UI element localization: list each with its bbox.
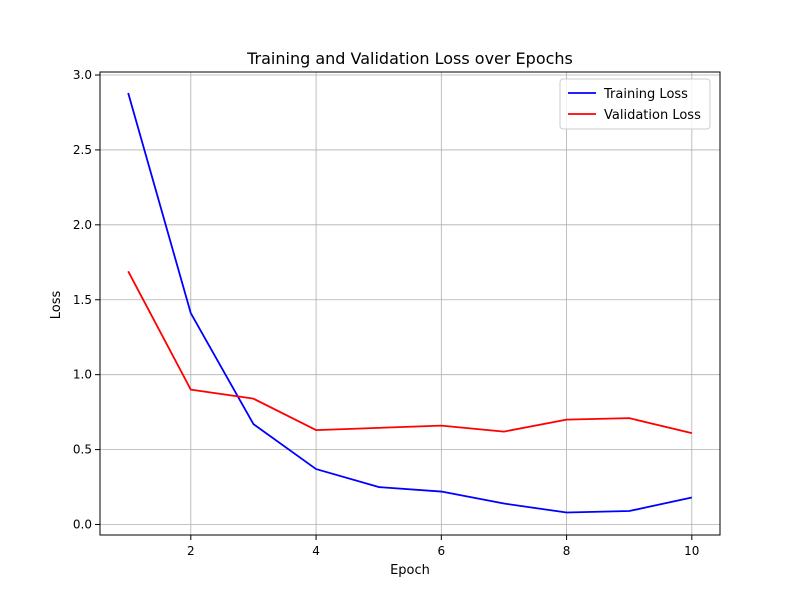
- y-tick-label: 2.5: [73, 143, 92, 157]
- x-axis-ticks: 2 4 6 8 10: [187, 535, 699, 558]
- x-tick-label: 10: [684, 544, 699, 558]
- legend-label-training-loss: Training Loss: [603, 87, 688, 102]
- chart-title: Training and Validation Loss over Epochs: [246, 49, 573, 68]
- legend-box: [559, 78, 711, 130]
- x-tick-label: 4: [312, 544, 320, 558]
- plot-frame: [99, 71, 721, 536]
- grid-layer: [100, 72, 720, 535]
- y-tick-label: 1.5: [73, 293, 92, 307]
- validation-loss-line: [127, 270, 693, 434]
- x-tick-label: 6: [437, 544, 445, 558]
- x-axis-label: Epoch: [390, 563, 430, 578]
- y-tick-label: 3.0: [73, 68, 92, 82]
- series-layer: [127, 92, 693, 514]
- y-tick-label: 0.5: [73, 443, 92, 457]
- legend-label-validation-loss: Validation Loss: [604, 108, 701, 123]
- y-axis-label: Loss: [49, 291, 64, 320]
- x-tick-label: 8: [563, 544, 571, 558]
- training-loss-line: [127, 92, 693, 514]
- legend: Training Loss Validation Loss: [559, 78, 711, 130]
- y-tick-label: 2.0: [73, 218, 92, 232]
- y-tick-label: 1.0: [73, 368, 92, 382]
- y-axis-ticks: 0.0 0.5 1.0 1.5 2.0 2.5 3.0: [73, 68, 100, 532]
- y-tick-label: 0.0: [73, 518, 92, 532]
- x-tick-label: 2: [187, 544, 195, 558]
